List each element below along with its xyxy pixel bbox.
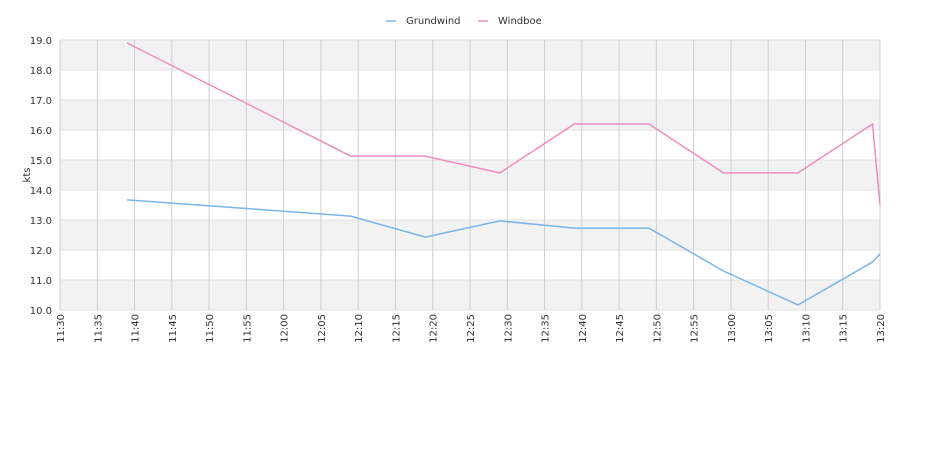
x-tick-label: 12:35 xyxy=(541,314,552,343)
x-tick-label: 11:55 xyxy=(242,314,253,343)
y-tick-label: 15.0 xyxy=(30,156,52,167)
legend-item: Grundwind xyxy=(386,16,461,27)
x-tick-label: 12:55 xyxy=(690,314,701,343)
line xyxy=(127,199,881,306)
x-tick-label: 12:20 xyxy=(429,314,440,343)
x-tick-label: 12:45 xyxy=(615,314,626,343)
x-tick-label: 13:00 xyxy=(727,314,738,343)
x-tick-label: 12:25 xyxy=(466,314,477,343)
x-tick-label: 13:10 xyxy=(801,314,812,343)
legend-item: Windboe xyxy=(478,16,542,27)
y-tick-label: 18.0 xyxy=(30,66,52,77)
legend-label: Grundwind xyxy=(406,16,461,27)
x-tick-label: 12:05 xyxy=(317,314,328,343)
y-tick-label: 11.0 xyxy=(30,276,52,287)
y-tick-label: 10.0 xyxy=(30,306,52,317)
x-tick-label: 13:15 xyxy=(839,314,850,343)
x-tick-label: 12:50 xyxy=(652,314,663,343)
x-tick-label: 11:40 xyxy=(131,314,142,343)
y-tick-label: 16.0 xyxy=(30,126,52,137)
y-tick-label: 19.0 xyxy=(30,36,52,47)
y-tick-label: 13.0 xyxy=(30,216,52,227)
x-tick-label: 13:05 xyxy=(764,314,775,343)
x-tick-label: 12:30 xyxy=(503,314,514,343)
x-tick-label: 11:50 xyxy=(205,314,216,343)
x-tick-label: 12:10 xyxy=(354,314,365,343)
legend-label: Windboe xyxy=(498,16,542,27)
y-tick-label: 12.0 xyxy=(30,246,52,257)
y-axis-label: kts xyxy=(22,168,33,183)
y-tick-label: 17.0 xyxy=(30,96,52,107)
x-tick-label: 11:35 xyxy=(93,314,104,343)
x-tick-label: 11:30 xyxy=(56,314,67,343)
x-tick-label: 11:45 xyxy=(168,314,179,343)
x-tick-label: 12:40 xyxy=(578,314,589,343)
x-tick-label: 12:15 xyxy=(391,314,402,343)
x-tick-label: 13:20 xyxy=(876,314,887,343)
x-tick-label: 12:00 xyxy=(280,314,291,343)
line xyxy=(126,42,881,206)
y-tick-label: 14.0 xyxy=(30,186,52,197)
